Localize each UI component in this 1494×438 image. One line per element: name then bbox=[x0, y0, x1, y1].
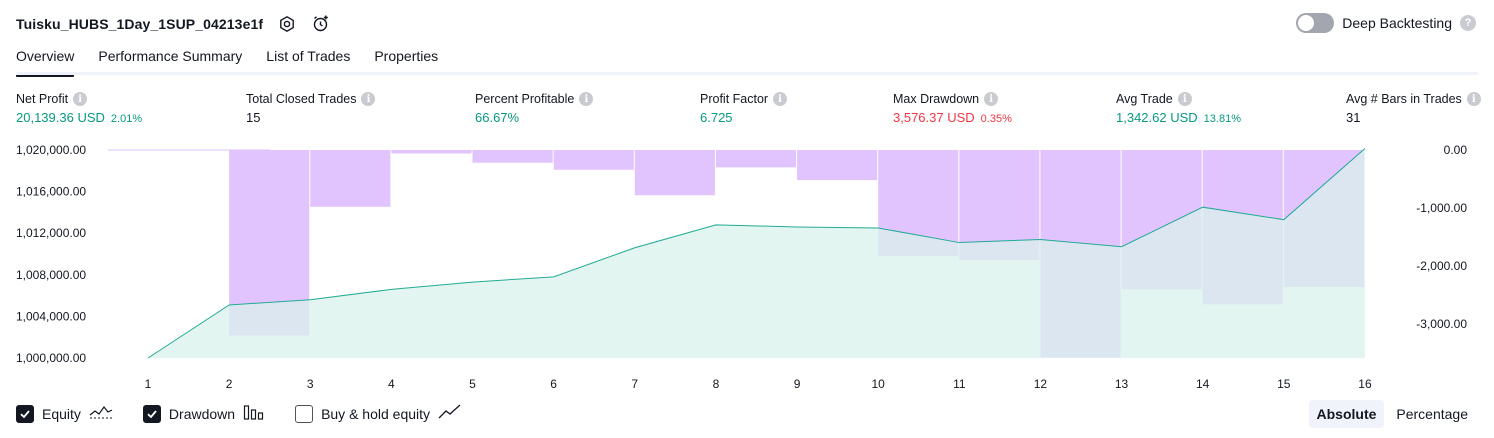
drawdown-bar bbox=[391, 150, 472, 154]
x-axis-tick-label: 16 bbox=[1358, 377, 1372, 390]
x-axis-tick-label: 9 bbox=[794, 377, 801, 390]
deep-backtesting-label: Deep Backtesting bbox=[1342, 15, 1452, 31]
x-axis-tick-label: 7 bbox=[631, 377, 638, 390]
legend-equity-label: Equity bbox=[42, 405, 81, 422]
metric-label: Avg # Bars in Trades bbox=[1346, 92, 1462, 106]
metric-percent: 13.81% bbox=[1203, 113, 1241, 125]
x-axis-tick-label: 2 bbox=[226, 377, 233, 390]
absolute-button[interactable]: Absolute bbox=[1308, 400, 1385, 428]
metric-value: 3,576.37 USD bbox=[893, 110, 975, 125]
equity-line bbox=[147, 148, 1366, 359]
drawdown-bar bbox=[634, 150, 715, 196]
percentage-button[interactable]: Percentage bbox=[1396, 406, 1468, 422]
metric-value: 20,139.36 USD bbox=[16, 110, 105, 125]
metric-profit-factor: Profit Factor i 6.725 bbox=[700, 92, 788, 125]
left-axis-tick-label: 1,004,000.00 bbox=[16, 309, 86, 323]
metric-label: Net Profit bbox=[16, 92, 69, 106]
metric-total-closed-trades: Total Closed Trades i 15 bbox=[246, 92, 376, 125]
x-axis-tick-label: 14 bbox=[1196, 377, 1210, 390]
info-icon[interactable]: i bbox=[579, 92, 594, 106]
x-axis-tick-label: 15 bbox=[1277, 377, 1291, 390]
x-axis-tick-label: 4 bbox=[388, 377, 395, 390]
legend-equity[interactable]: Equity bbox=[16, 403, 113, 424]
x-axis-tick-label: 8 bbox=[713, 377, 720, 390]
strategy-title: Tuisku_HUBS_1Day_1SUP_04213e1f bbox=[16, 16, 264, 32]
metric-label: Percent Profitable bbox=[475, 92, 575, 106]
right-axis-tick-label: -1,000.00 bbox=[1416, 201, 1467, 215]
info-icon[interactable]: i bbox=[1466, 92, 1481, 106]
left-axis-tick-label: 1,012,000.00 bbox=[16, 226, 86, 240]
deep-backtesting-control: Deep Backtesting ? bbox=[1296, 13, 1476, 33]
drawdown-bar bbox=[310, 150, 391, 207]
deep-backtesting-toggle[interactable] bbox=[1296, 13, 1335, 33]
info-icon[interactable]: i bbox=[984, 92, 999, 106]
metric-percent: 0.35% bbox=[980, 113, 1012, 125]
metric-label: Total Closed Trades bbox=[246, 92, 357, 106]
left-axis-tick-label: 1,008,000.00 bbox=[16, 268, 86, 282]
bar-chart-icon bbox=[243, 403, 265, 424]
left-axis-tick-label: 1,016,000.00 bbox=[16, 185, 86, 199]
metric-label: Max Drawdown bbox=[893, 92, 980, 106]
metric-value: 6.725 bbox=[700, 110, 733, 125]
info-icon[interactable]: i bbox=[773, 92, 788, 106]
metric-label: Avg Trade bbox=[1116, 92, 1173, 106]
x-axis-tick-label: 10 bbox=[871, 377, 885, 390]
metric-percent: 2.01% bbox=[110, 113, 143, 125]
x-axis-tick-label: 1 bbox=[145, 377, 152, 390]
info-icon[interactable]: i bbox=[361, 92, 376, 106]
drawdown-checkbox[interactable] bbox=[142, 404, 161, 423]
metric-percent-profitable: Percent Profitable i 66.67% bbox=[475, 92, 594, 125]
tabs-divider bbox=[16, 72, 1478, 75]
equity-drawdown-chart: 1,020,000.00 1,016,000.00 1,012,000.00 1,00… bbox=[16, 143, 1468, 390]
view-mode-toggle: Absolute Percentage bbox=[1308, 400, 1477, 428]
report-header: Tuisku_HUBS_1Day_1SUP_04213e1f bbox=[16, 12, 331, 36]
info-icon[interactable]: i bbox=[1177, 92, 1192, 106]
drawdown-bar bbox=[472, 150, 553, 163]
tab-properties[interactable]: Properties bbox=[374, 48, 439, 64]
x-axis-tick-label: 5 bbox=[469, 377, 476, 390]
x-axis-tick-label: 3 bbox=[307, 377, 314, 390]
drawdown-bar bbox=[797, 150, 878, 181]
tab-overview[interactable]: Overview bbox=[16, 44, 75, 77]
info-icon[interactable]: i bbox=[73, 92, 88, 106]
chart-legend: Equity Drawdown Buy & hold equity bbox=[16, 403, 492, 424]
buy-hold-checkbox[interactable] bbox=[295, 404, 314, 423]
right-axis-tick-label: 0.00 bbox=[1444, 143, 1468, 157]
equity-checkbox[interactable] bbox=[16, 404, 34, 423]
line-trend-icon bbox=[438, 403, 462, 424]
metric-label: Profit Factor bbox=[700, 92, 769, 106]
alarm-clock-add-icon[interactable] bbox=[311, 14, 331, 34]
equity-line-icon bbox=[89, 403, 113, 424]
x-axis-tick-label: 12 bbox=[1034, 377, 1048, 390]
tab-performance-summary[interactable]: Performance Summary bbox=[98, 48, 243, 64]
right-axis-tick-label: -2,000.00 bbox=[1416, 259, 1467, 273]
metric-net-profit: Net Profit i 20,139.36 USD 2.01% bbox=[16, 92, 142, 125]
legend-drawdown[interactable]: Drawdown bbox=[142, 403, 265, 424]
drawdown-bar bbox=[715, 150, 797, 168]
metric-value: 15 bbox=[246, 110, 261, 125]
right-axis-tick-label: -3,000.00 bbox=[1416, 317, 1467, 331]
gear-icon[interactable] bbox=[277, 14, 297, 34]
metric-value: 1,342.62 USD bbox=[1116, 110, 1198, 125]
metric-value: 66.67% bbox=[475, 110, 520, 125]
drawdown-bar bbox=[553, 150, 634, 170]
legend-drawdown-label: Drawdown bbox=[168, 405, 236, 422]
x-axis-tick-label: 13 bbox=[1115, 377, 1129, 390]
metric-avg-bars-in-trades: Avg # Bars in Trades i 31 bbox=[1346, 92, 1481, 125]
tab-list-of-trades[interactable]: List of Trades bbox=[266, 48, 351, 64]
x-axis-tick-label: 11 bbox=[953, 377, 966, 390]
metrics-row: Net Profit i 20,139.36 USD 2.01% Total Clo… bbox=[16, 92, 1481, 132]
equity-area bbox=[148, 148, 1365, 358]
metric-avg-trade: Avg Trade i 1,342.62 USD 13.81% bbox=[1116, 92, 1241, 125]
left-axis-tick-label: 1,020,000.00 bbox=[16, 143, 86, 157]
legend-buy-hold-label: Buy & hold equity bbox=[321, 405, 431, 422]
legend-buy-hold-equity[interactable]: Buy & hold equity bbox=[295, 403, 462, 424]
report-tabs: Overview Performance Summary List of Tra… bbox=[16, 44, 439, 77]
left-axis-tick-label: 1,000,000.00 bbox=[16, 351, 86, 365]
metric-value: 31 bbox=[1346, 110, 1361, 125]
metric-max-drawdown: Max Drawdown i 3,576.37 USD 0.35% bbox=[893, 92, 1012, 125]
x-axis-tick-label: 6 bbox=[550, 377, 557, 390]
question-icon[interactable]: ? bbox=[1460, 15, 1476, 31]
